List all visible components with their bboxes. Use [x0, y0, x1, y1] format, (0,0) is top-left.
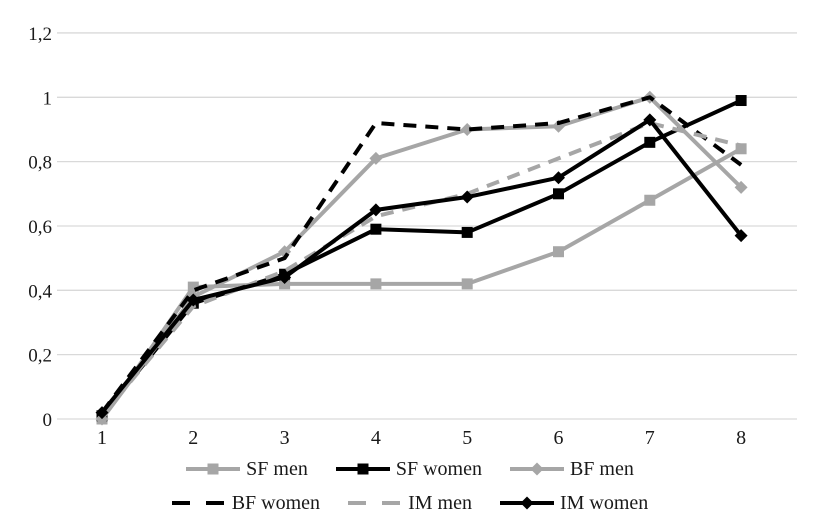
x-axis-tick-label: 4 — [371, 427, 381, 449]
legend-swatch-square-line — [335, 463, 390, 475]
legend-item-sf-women: SF women — [335, 457, 482, 481]
data-point-marker-im-women — [95, 406, 109, 420]
y-axis-tick-label: 0 — [43, 410, 53, 431]
legend-swatch-dashed-line — [348, 501, 403, 505]
legend-label: SF women — [395, 457, 482, 480]
data-point-marker-bf-men — [460, 122, 474, 136]
y-axis-tick-label: 0,8 — [28, 153, 52, 174]
y-axis-tick-label: 0,2 — [28, 346, 52, 367]
legend-label: BF women — [231, 491, 321, 514]
data-point-marker-sf-men — [187, 281, 199, 293]
data-point-marker-im-women — [460, 190, 474, 204]
data-point-marker-bf-men — [734, 180, 748, 194]
legend-label: IM men — [408, 491, 472, 514]
series-line-bf-men — [100, 95, 743, 421]
x-axis-tick-label: 2 — [188, 427, 198, 449]
x-axis-tick-label: 6 — [554, 427, 564, 449]
legend-item-bf-women: BF women — [171, 491, 321, 515]
legend-label: SF men — [246, 457, 308, 480]
data-point-marker-sf-women — [461, 226, 473, 238]
data-point-marker-sf-men — [735, 143, 747, 155]
x-axis-tick-label: 7 — [645, 427, 655, 449]
y-axis-tick-label: 0,4 — [28, 281, 52, 302]
legend-label: IM women — [559, 491, 649, 514]
data-point-marker-im-women — [643, 113, 657, 127]
x-axis-tick-label: 5 — [462, 427, 472, 449]
legend-item-im-men: IM men — [348, 492, 472, 515]
x-axis-tick-label: 1 — [97, 427, 107, 449]
chart-legend: SF men SF women BF men BF women IM men IM wom… — [0, 452, 820, 520]
data-point-marker-im-women — [278, 270, 292, 284]
legend-item-bf-men: BF men — [509, 457, 634, 481]
data-point-marker-im-women — [369, 203, 383, 217]
data-point-marker-im-women — [186, 293, 200, 307]
data-point-marker-im-women — [552, 171, 565, 185]
data-point-marker-sf-women — [553, 188, 564, 200]
legend-label: BF men — [569, 457, 634, 480]
legend-swatch-diamond-line — [499, 496, 554, 510]
data-point-marker-im-women — [734, 229, 748, 243]
data-point-marker-sf-men — [553, 246, 564, 258]
y-axis-tick-label: 0,6 — [28, 217, 52, 238]
chart-plot-area: 0 0,2 0,4 0,6 0,8 1 1,2 1 2 3 4 5 6 7 8 — [28, 24, 797, 449]
x-axis-tick-label: 8 — [736, 427, 746, 449]
legend-swatch-dashed-line — [171, 501, 226, 505]
legend-item-sf-men: SF men — [186, 458, 308, 481]
data-point-marker-bf-men — [369, 151, 383, 165]
data-point-marker-sf-men — [644, 194, 656, 206]
legend-swatch-diamond-line — [509, 462, 564, 476]
y-axis-tick-label: 1,2 — [28, 24, 52, 45]
legend-swatch-square-line — [186, 463, 241, 475]
legend-item-im-women: IM women — [499, 491, 649, 515]
legend-row: SF men SF women BF men — [0, 452, 820, 486]
data-point-marker-sf-women — [735, 95, 747, 107]
data-point-marker-sf-women — [370, 223, 382, 235]
data-point-marker-sf-women — [644, 136, 656, 148]
data-point-marker-sf-men — [461, 278, 473, 290]
legend-row: BF women IM men IM women — [0, 486, 820, 520]
series-line-im-women — [100, 117, 743, 414]
y-axis-tick-label: 1 — [43, 88, 53, 109]
series-line-sf-men — [100, 147, 743, 421]
data-point-marker-sf-men — [370, 278, 382, 290]
series-line-im-men — [100, 121, 742, 418]
x-axis-tick-label: 3 — [280, 427, 290, 449]
